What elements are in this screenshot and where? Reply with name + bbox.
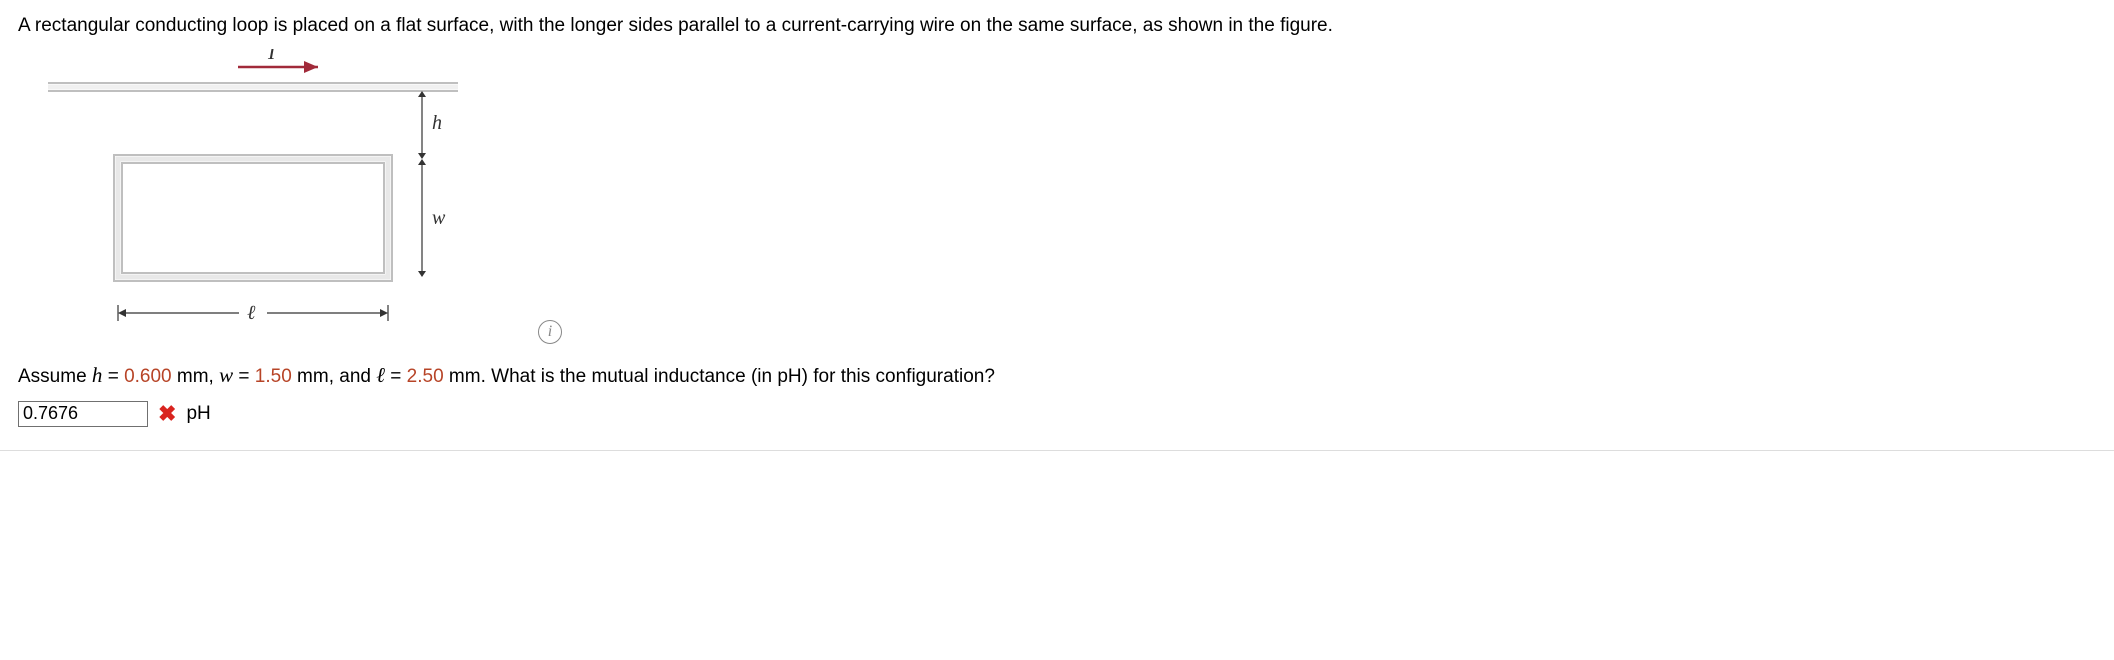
val-w: 1.50 [255, 366, 292, 387]
answer-row: ✖ pH [18, 400, 2096, 429]
incorrect-icon: ✖ [158, 403, 176, 425]
eq-h: = [102, 366, 124, 387]
unit-l: mm. [444, 366, 492, 387]
assume-line: Assume h = 0.600 mm, w = 1.50 mm, and ℓ … [18, 360, 2096, 392]
figure-row: Ih w ℓ i [18, 49, 2096, 349]
eq-l: = [385, 366, 407, 387]
question-tail: What is the mutual inductance (in pH) fo… [491, 366, 995, 387]
svg-text:h: h [432, 112, 442, 134]
sym-w: w [219, 363, 233, 387]
sym-l: ℓ [376, 363, 385, 387]
question-intro: A rectangular conducting loop is placed … [18, 12, 2096, 41]
eq-w: = [233, 366, 255, 387]
svg-text:ℓ: ℓ [247, 302, 256, 324]
physics-figure: Ih w ℓ [18, 49, 508, 349]
answer-unit: pH [186, 400, 210, 429]
answer-input[interactable] [18, 401, 148, 427]
info-icon[interactable]: i [538, 320, 562, 344]
unit-h: mm, [172, 366, 220, 387]
assume-pre: Assume [18, 366, 92, 387]
sym-h: h [92, 363, 103, 387]
val-l: 2.50 [407, 366, 444, 387]
question-block: A rectangular conducting loop is placed … [0, 0, 2114, 451]
svg-text:I: I [267, 49, 277, 64]
svg-text:w: w [432, 207, 446, 229]
val-h: 0.600 [124, 366, 172, 387]
unit-w: mm, and [292, 366, 376, 387]
